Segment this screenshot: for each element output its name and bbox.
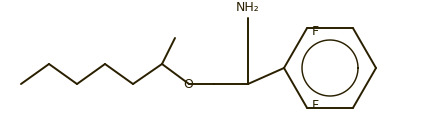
Text: F: F <box>312 25 319 38</box>
Text: O: O <box>183 78 193 90</box>
Text: F: F <box>312 99 319 112</box>
Text: NH₂: NH₂ <box>236 1 260 14</box>
